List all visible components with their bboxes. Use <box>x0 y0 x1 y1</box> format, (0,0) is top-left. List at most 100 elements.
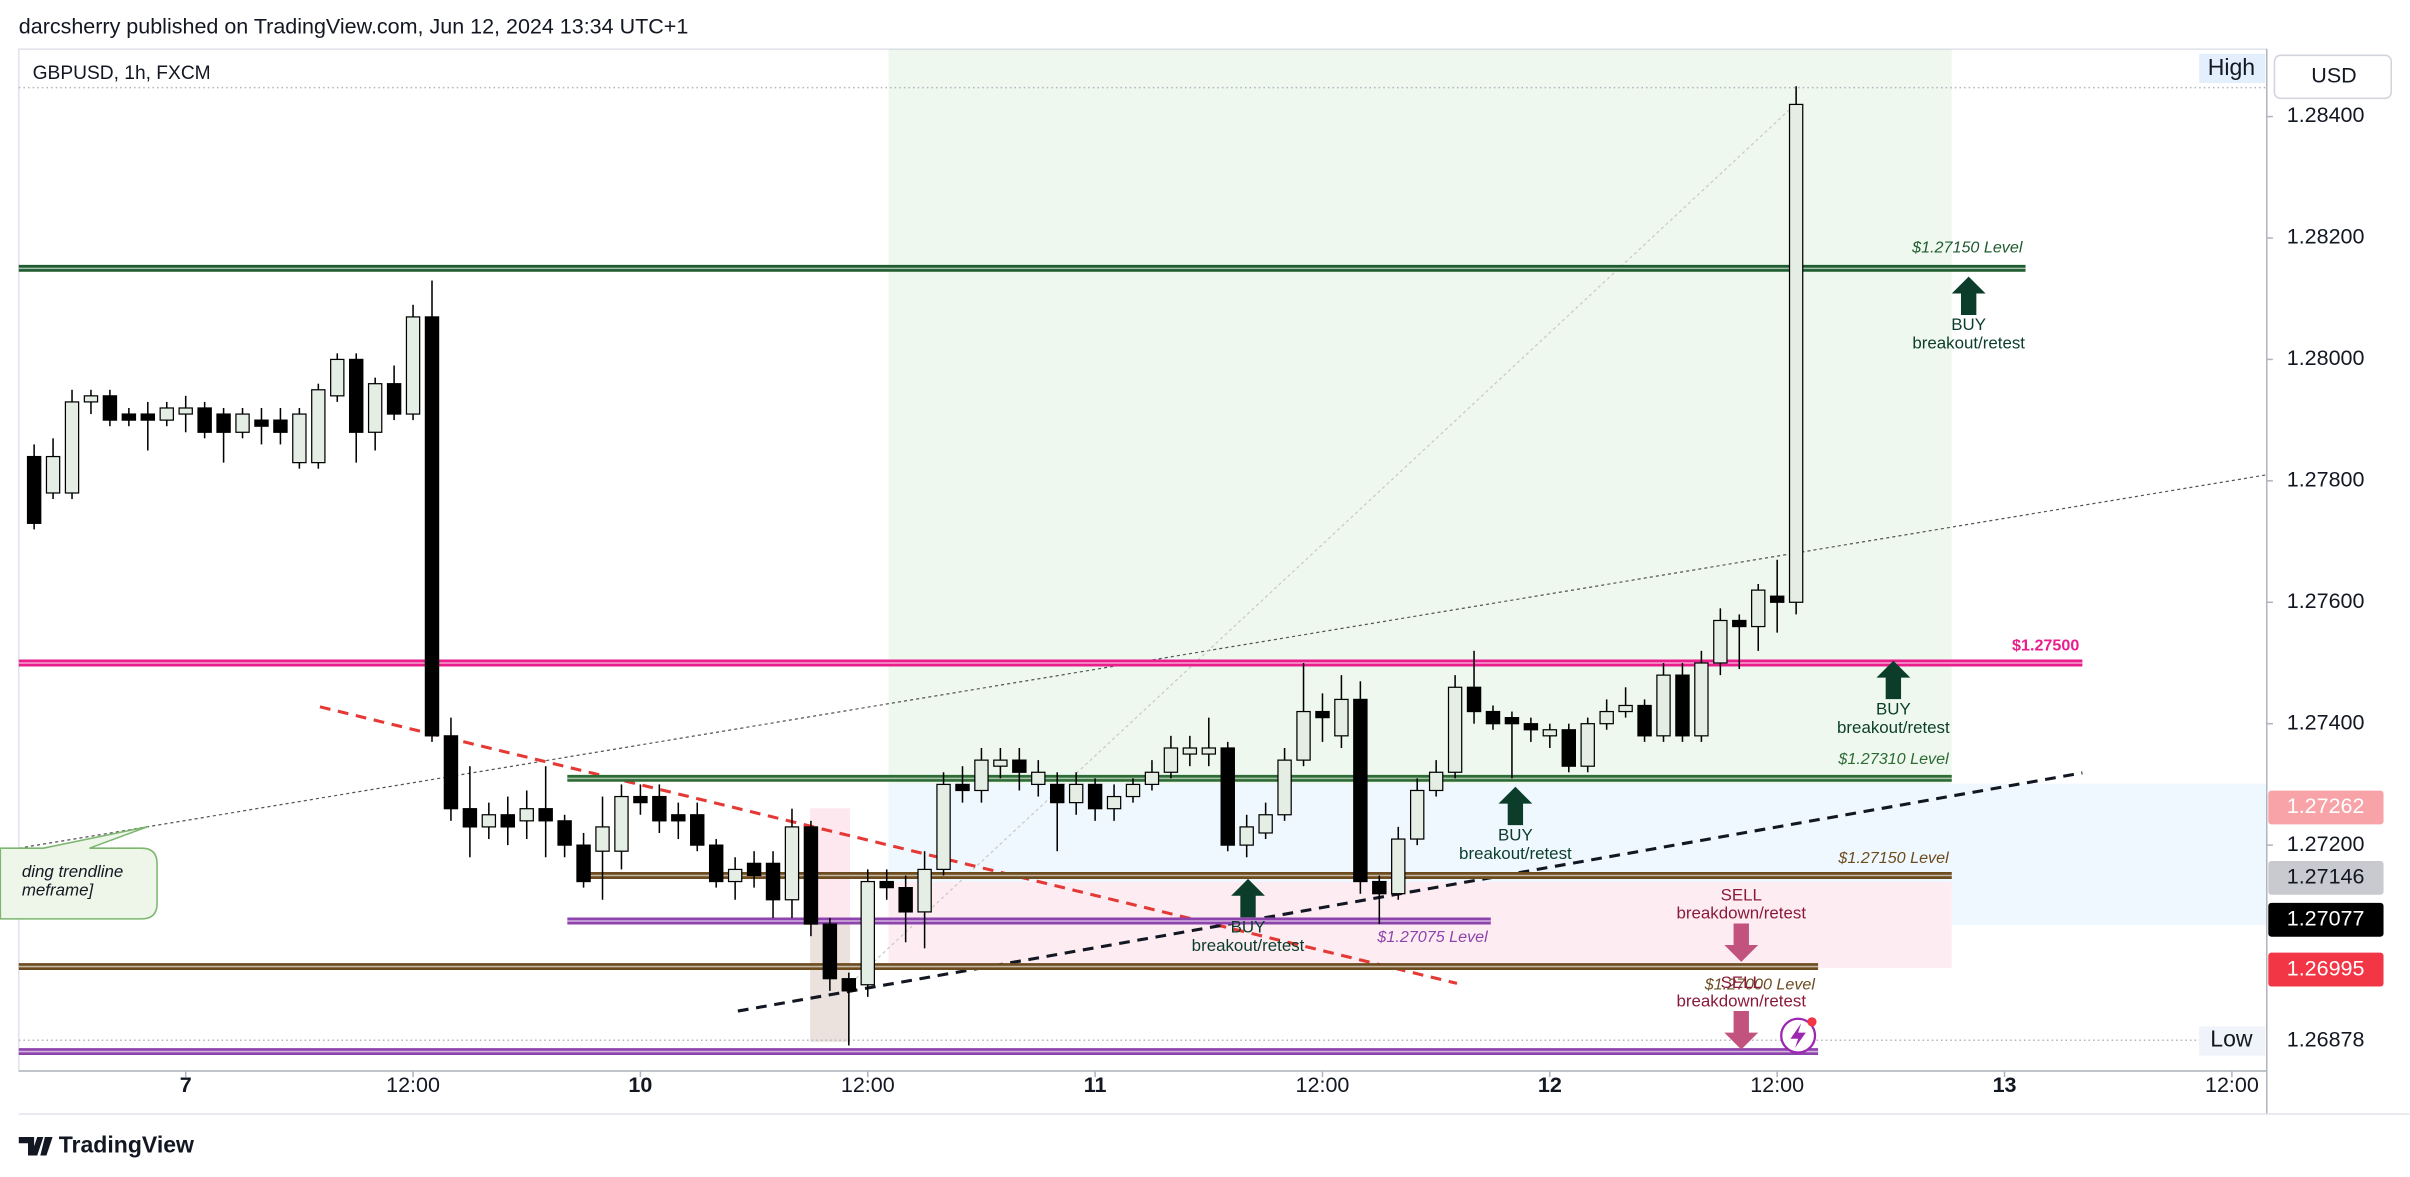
candle-body <box>330 358 345 397</box>
candle-body <box>1182 747 1198 755</box>
candle-body <box>178 407 193 415</box>
low-badge <box>2199 1026 2266 1056</box>
candle-body <box>1485 710 1501 725</box>
x-tick-label: 11 <box>1084 1073 1107 1097</box>
annotation-title: BUY <box>1231 918 1266 937</box>
candle-body <box>803 826 819 925</box>
candle-body <box>1713 619 1728 664</box>
price-badge <box>2268 861 2384 895</box>
candle-body <box>841 978 857 992</box>
candle-body <box>652 795 667 822</box>
candle-body <box>1580 723 1595 767</box>
candle-body <box>500 814 516 828</box>
candle-body <box>273 419 288 433</box>
y-tick-label: 1.28000 <box>2287 346 2365 370</box>
candles <box>26 86 1804 1046</box>
candle-body <box>538 808 553 822</box>
level-label: $1.27000 Level <box>1704 975 1816 993</box>
candle-body <box>1277 759 1292 816</box>
candle-body <box>1751 589 1766 628</box>
candle-body <box>765 862 781 901</box>
price-badge <box>2268 902 2384 937</box>
candle-body <box>1788 103 1804 603</box>
price-badge-label: 1.26995 <box>2287 956 2365 980</box>
currency-button[interactable] <box>2273 54 2392 100</box>
y-tick-label: 1.27400 <box>2287 710 2365 734</box>
candle-body <box>348 358 364 433</box>
y-tick-label: 1.27800 <box>2287 468 2365 492</box>
candle-body <box>727 868 743 883</box>
sell-arrow <box>1724 1011 1759 1050</box>
level-label: $1.27150 Level <box>1911 239 2023 257</box>
candle-body <box>1523 723 1539 731</box>
candle-body <box>614 795 629 852</box>
high-badge <box>2199 53 2266 83</box>
x-tick-label: 12:00 <box>1750 1073 1804 1097</box>
candle-body <box>254 419 269 427</box>
candle-body <box>26 455 42 524</box>
candle-body <box>898 887 913 913</box>
buy-arrow <box>1951 276 1986 315</box>
candle-body <box>1258 814 1273 834</box>
annotations: BUYbreakout/retestBUYbreakout/retestBUYb… <box>1192 276 2025 1050</box>
y-tick-label: 1.27600 <box>2287 589 2365 613</box>
candle-body <box>311 389 326 464</box>
candle-body <box>140 413 156 421</box>
candle-body <box>879 880 894 889</box>
candle-body <box>1353 698 1368 883</box>
x-tick-label: 12:00 <box>1296 1073 1350 1097</box>
x-tick-label: 12:00 <box>386 1073 440 1097</box>
candle-body <box>45 455 61 494</box>
candle-body <box>633 795 648 804</box>
candle-body <box>1106 795 1122 810</box>
candle-body <box>784 826 800 901</box>
annotation-title: BUY <box>1951 315 1986 334</box>
sell-arrow <box>1724 923 1759 962</box>
candle-body <box>121 413 137 421</box>
candle-body <box>424 316 440 737</box>
brand: TradingView <box>59 1131 194 1157</box>
price-badge <box>2268 790 2384 825</box>
callout <box>0 825 158 920</box>
candle-body <box>292 413 307 464</box>
chart-pane <box>18 48 2268 1072</box>
candle-body <box>1391 838 1406 895</box>
candle-body <box>955 783 970 792</box>
candle-body <box>159 407 174 421</box>
price-badge <box>2268 952 2384 987</box>
price-axis: 1.28400 1.28200 1.28000 1.27800 1.27600 1.274… <box>2266 103 2384 1058</box>
candle-body <box>993 759 1008 767</box>
candle-body <box>235 413 250 433</box>
time-axis: 7 12:00 10 12:00 11 12:00 12 12:00 13 12:00 <box>180 1070 2259 1097</box>
levels: $1.27150 Level $1.27500 $1.27310 Level $1.2… <box>18 239 2083 1056</box>
candle-body <box>1068 783 1084 804</box>
candle-body <box>576 844 591 883</box>
candle-body <box>1542 729 1558 737</box>
candle-body <box>1618 704 1633 713</box>
candle-body <box>1012 759 1027 773</box>
trendline <box>319 705 1458 985</box>
candle-body <box>860 880 875 986</box>
candle-body <box>671 814 686 822</box>
y-tick-label: 1.28200 <box>2287 225 2365 249</box>
candle-body <box>746 862 762 877</box>
buy-arrow <box>1498 786 1533 826</box>
alert-icon-bolt <box>1790 1023 1806 1048</box>
candle-body <box>1239 826 1254 846</box>
candle-body <box>1125 783 1141 798</box>
candle-body <box>216 413 231 433</box>
candle-body <box>1656 674 1671 737</box>
candle-body <box>1334 698 1349 737</box>
candle-body <box>1296 710 1311 761</box>
currency: USD <box>2311 64 2356 88</box>
candle-body <box>1675 674 1690 737</box>
candle-body <box>557 820 572 846</box>
candle-body <box>1561 729 1576 767</box>
annotation-text: breakdown/retest <box>1676 991 1806 1010</box>
candle-body <box>1428 771 1444 792</box>
annotation-title: SELL <box>1721 885 1762 904</box>
y-tick-label: 1.27200 <box>2287 832 2365 856</box>
candle-body <box>83 395 99 403</box>
candle-body <box>64 401 80 494</box>
